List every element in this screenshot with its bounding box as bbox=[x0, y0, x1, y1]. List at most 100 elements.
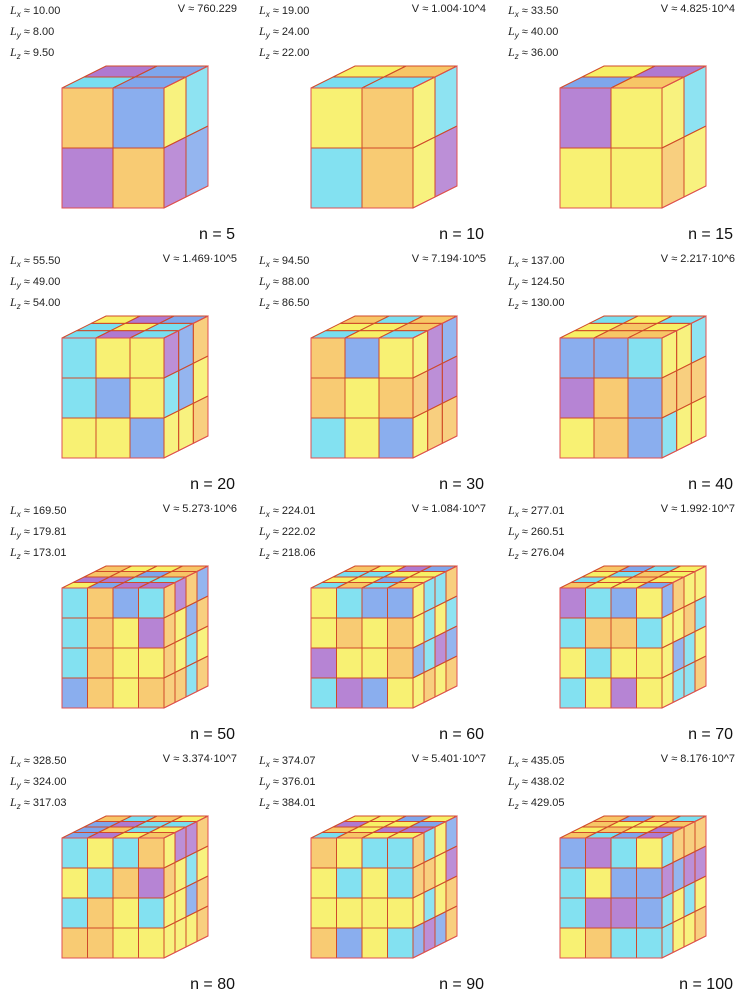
side-box-face bbox=[174, 576, 187, 614]
front-box-face bbox=[627, 337, 663, 379]
dimension-value: ≈ 218.06 bbox=[272, 547, 316, 560]
front-box-face bbox=[559, 677, 586, 709]
front-box-face bbox=[61, 897, 88, 929]
front-box-face bbox=[61, 837, 88, 869]
side-box-face bbox=[683, 570, 696, 608]
dimension-readout: Lx ≈ 33.50 Ly ≈ 40.00 Lz ≈ 36.00 bbox=[508, 2, 558, 66]
front-box-face bbox=[627, 417, 663, 459]
volume-readout: V ≈ 1.004·10^4 bbox=[411, 3, 486, 15]
dimension-symbol: L bbox=[259, 545, 266, 560]
dimension-axis: x bbox=[16, 10, 21, 20]
side-box-face bbox=[683, 600, 696, 638]
box-packing-render bbox=[559, 565, 707, 709]
dimension-symbol: L bbox=[508, 295, 515, 310]
bounding-box-frame bbox=[559, 565, 707, 709]
front-box-face bbox=[387, 587, 414, 619]
front-box-face bbox=[559, 867, 586, 899]
front-box-face bbox=[61, 587, 88, 619]
front-box-face bbox=[344, 337, 380, 379]
side-box-face bbox=[434, 910, 447, 948]
dimension-symbol: L bbox=[508, 774, 515, 789]
dimension-lx: Lx ≈ 435.05 bbox=[508, 752, 565, 773]
dimension-axis: y bbox=[265, 281, 270, 291]
front-box-face bbox=[559, 337, 595, 379]
box-packing-render bbox=[61, 65, 209, 209]
side-box-face bbox=[676, 402, 692, 452]
dimension-axis: z bbox=[16, 552, 21, 562]
side-box-face bbox=[661, 611, 674, 649]
front-box-face bbox=[610, 587, 637, 619]
dimension-symbol: L bbox=[259, 503, 266, 517]
bounding-box-frame bbox=[310, 565, 458, 709]
front-box-face bbox=[336, 837, 363, 869]
front-box-face bbox=[112, 867, 139, 899]
dimension-symbol: L bbox=[10, 274, 17, 289]
front-box-face bbox=[138, 897, 165, 929]
dimension-value: ≈ 374.07 bbox=[272, 755, 316, 767]
front-box-face bbox=[361, 87, 414, 149]
front-box-face bbox=[361, 587, 388, 619]
packing-panel: Lx ≈ 277.01 Ly ≈ 260.51 Lz ≈ 276.04 V ≈ 1.9… bbox=[498, 500, 747, 750]
side-box-face bbox=[192, 395, 209, 445]
dimension-lz: Lz ≈ 276.04 bbox=[508, 544, 565, 565]
dimension-value: ≈ 276.04 bbox=[521, 547, 565, 560]
front-box-face bbox=[87, 617, 114, 649]
dimension-readout: Lx ≈ 19.00 Ly ≈ 24.00 Lz ≈ 22.00 bbox=[259, 2, 309, 66]
dimension-value: ≈ 49.00 bbox=[23, 276, 61, 289]
box-count-label: n = 20 bbox=[190, 476, 235, 493]
front-box-face bbox=[87, 897, 114, 929]
dimension-value: ≈ 19.00 bbox=[272, 5, 310, 17]
front-box-face bbox=[138, 617, 165, 649]
packing-panel: Lx ≈ 328.50 Ly ≈ 324.00 Lz ≈ 317.03 V ≈ 3.3… bbox=[0, 750, 249, 1000]
packing-panel: Lx ≈ 94.50 Ly ≈ 88.00 Lz ≈ 86.50 V ≈ 7.194·… bbox=[249, 250, 498, 500]
side-box-face bbox=[185, 630, 198, 668]
side-box-face bbox=[445, 625, 458, 663]
side-box-face bbox=[412, 641, 425, 679]
front-box-face bbox=[310, 377, 346, 419]
front-box-face bbox=[336, 587, 363, 619]
side-box-face bbox=[694, 875, 707, 913]
front-box-face bbox=[95, 377, 131, 419]
side-box-face bbox=[412, 369, 429, 419]
dimension-axis: x bbox=[16, 760, 21, 770]
side-box-face bbox=[163, 581, 176, 619]
side-box-face bbox=[672, 576, 685, 614]
box-packing-render bbox=[61, 315, 209, 459]
dimension-value: ≈ 384.01 bbox=[272, 797, 316, 810]
front-box-face bbox=[559, 837, 586, 869]
dimension-axis: x bbox=[514, 510, 519, 520]
dimension-lx: Lx ≈ 33.50 bbox=[508, 2, 558, 23]
dimension-readout: Lx ≈ 435.05 Ly ≈ 438.02 Lz ≈ 429.05 bbox=[508, 752, 565, 816]
dimension-value: ≈ 24.00 bbox=[272, 26, 310, 39]
side-box-face bbox=[196, 655, 209, 693]
side-box-face bbox=[174, 606, 187, 644]
dimension-value: ≈ 36.00 bbox=[521, 47, 559, 60]
front-box-face bbox=[559, 897, 586, 929]
front-box-face bbox=[559, 647, 586, 679]
side-box-face bbox=[163, 861, 176, 899]
dimension-symbol: L bbox=[259, 24, 266, 39]
side-box-face bbox=[412, 831, 425, 869]
dimension-value: ≈ 222.02 bbox=[272, 526, 316, 539]
side-box-face bbox=[412, 136, 436, 209]
dimension-value: ≈ 317.03 bbox=[23, 797, 67, 810]
front-box-face bbox=[593, 337, 629, 379]
side-box-face bbox=[683, 630, 696, 668]
dimension-lz: Lz ≈ 429.05 bbox=[508, 794, 565, 815]
dimension-symbol: L bbox=[508, 253, 515, 267]
packing-panel: Lx ≈ 33.50 Ly ≈ 40.00 Lz ≈ 36.00 V ≈ 4.825·… bbox=[498, 0, 747, 250]
side-box-face bbox=[661, 671, 674, 709]
side-box-face bbox=[423, 916, 436, 954]
front-box-face bbox=[112, 647, 139, 679]
front-box-face bbox=[336, 647, 363, 679]
side-box-face bbox=[178, 322, 194, 372]
side-box-face bbox=[412, 891, 425, 929]
front-box-face bbox=[129, 337, 165, 379]
dimension-symbol: L bbox=[259, 295, 266, 310]
volume-readout: V ≈ 1.469·10^5 bbox=[162, 253, 237, 265]
side-box-face bbox=[676, 322, 692, 372]
dimension-ly: Ly ≈ 260.51 bbox=[508, 523, 565, 544]
side-box-face bbox=[676, 362, 692, 412]
front-box-face bbox=[336, 677, 363, 709]
front-box-face bbox=[361, 617, 388, 649]
